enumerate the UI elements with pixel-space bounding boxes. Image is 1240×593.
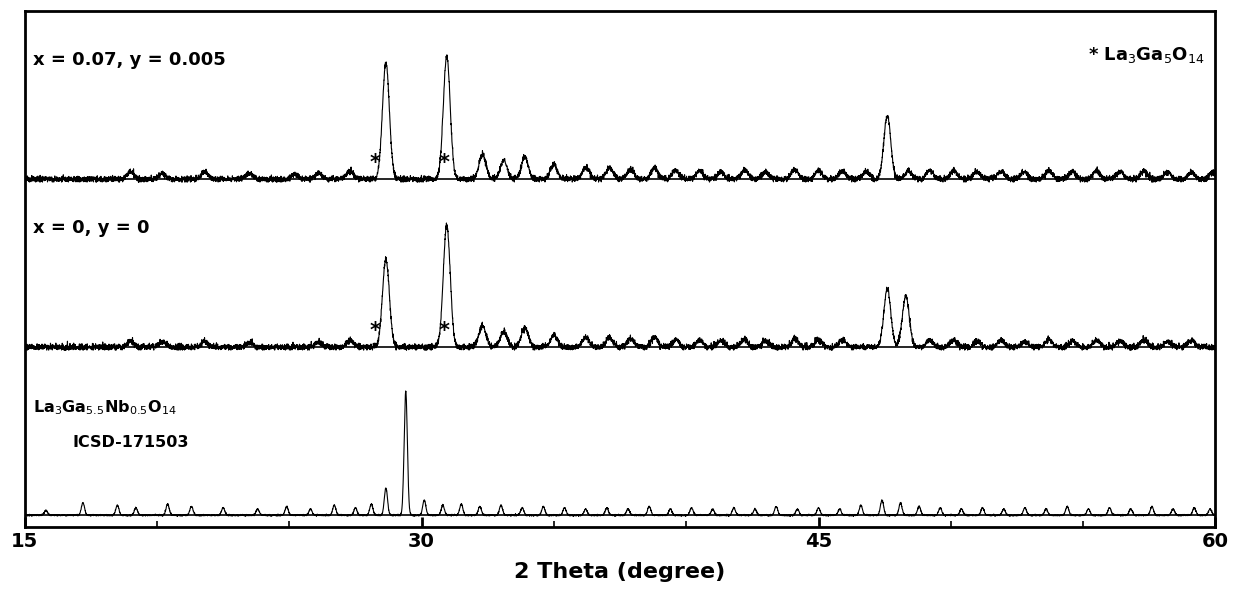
Text: * La$_3$Ga$_5$O$_{14}$: * La$_3$Ga$_5$O$_{14}$ xyxy=(1089,44,1205,65)
Text: *: * xyxy=(370,321,381,342)
Text: *: * xyxy=(370,154,381,173)
Text: *: * xyxy=(439,321,450,342)
Text: x = 0, y = 0: x = 0, y = 0 xyxy=(32,219,149,237)
Text: *: * xyxy=(439,154,450,173)
Text: x = 0.07, y = 0.005: x = 0.07, y = 0.005 xyxy=(32,50,226,69)
Text: La$_3$Ga$_{5.5}$Nb$_{0.5}$O$_{14}$: La$_3$Ga$_{5.5}$Nb$_{0.5}$O$_{14}$ xyxy=(32,398,176,417)
Text: ICSD-171503: ICSD-171503 xyxy=(72,435,188,450)
X-axis label: 2 Theta (degree): 2 Theta (degree) xyxy=(515,562,725,582)
